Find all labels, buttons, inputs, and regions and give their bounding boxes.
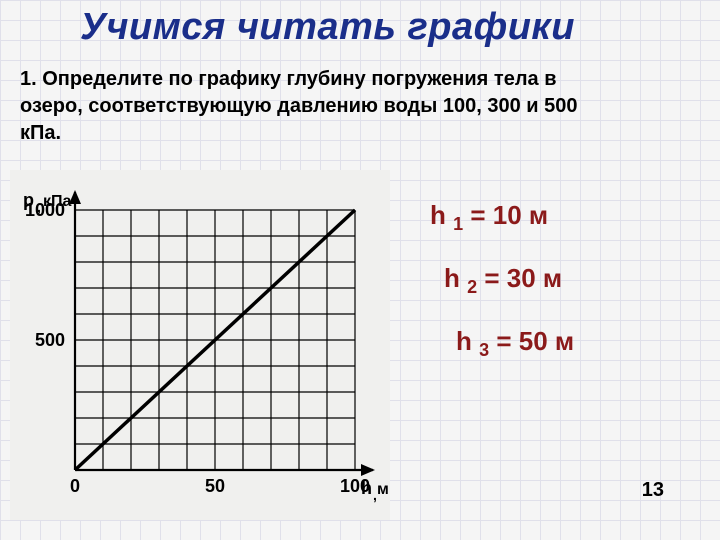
slide-title: Учимся читать графики <box>80 6 575 49</box>
chart-container: 0501005001000p,кПаh,м <box>10 170 390 520</box>
page-number: 13 <box>642 479 664 502</box>
answers-block: h 1 = 10 м h 2 = 30 м h 3 = 50 м <box>430 200 574 390</box>
pressure-depth-chart: 0501005001000p,кПаh,м <box>10 170 390 520</box>
svg-text:м: м <box>377 481 389 498</box>
answer-2: h 2 = 30 м <box>444 263 574 298</box>
svg-text:50: 50 <box>205 476 225 496</box>
svg-text:h: h <box>361 478 372 498</box>
svg-text:,: , <box>37 199 41 215</box>
svg-text:p: p <box>23 190 34 210</box>
answer-3: h 3 = 50 м <box>456 326 574 361</box>
answer-1: h 1 = 10 м <box>430 200 574 235</box>
svg-text:500: 500 <box>35 330 65 350</box>
svg-text:0: 0 <box>70 476 80 496</box>
task-text: 1. Определите по графику глубину погруже… <box>20 66 620 147</box>
svg-text:кПа: кПа <box>43 193 72 210</box>
